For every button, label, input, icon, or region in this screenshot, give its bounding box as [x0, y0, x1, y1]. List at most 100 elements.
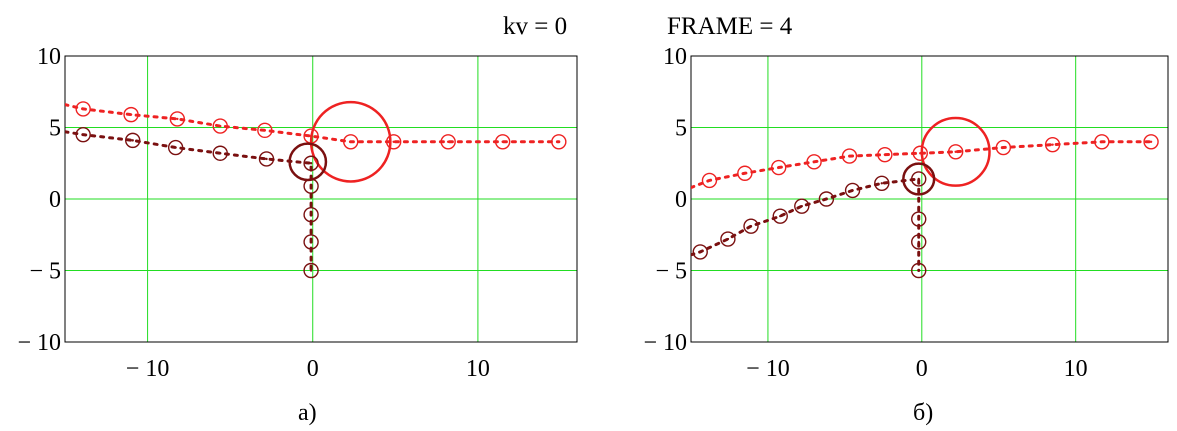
data-point-dot	[954, 150, 957, 154]
highlight-circle-light	[920, 116, 991, 187]
data-point-dot	[309, 184, 313, 188]
x-tick-label: 10	[1064, 356, 1088, 382]
data-point-dark	[911, 211, 927, 227]
highlight-circle-dark	[288, 142, 328, 182]
data-point-dot	[883, 153, 887, 156]
data-point-light	[385, 134, 402, 150]
data-point-light	[1044, 136, 1061, 153]
plot-frame	[64, 55, 578, 343]
data-point-dark	[692, 244, 708, 260]
data-point-dot	[129, 113, 133, 116]
data-point-dot	[917, 269, 920, 272]
plot-frame	[690, 55, 1169, 343]
x-tick-label: − 10	[126, 356, 170, 382]
data-point-dot	[309, 213, 313, 216]
data-point-dot	[501, 140, 504, 143]
data-point-dot	[800, 204, 803, 208]
series-line-dark	[65, 130, 313, 272]
caption-b: б)	[913, 400, 933, 426]
data-point-dark	[212, 145, 228, 161]
data-point-light	[1094, 134, 1110, 150]
data-point-dot	[131, 139, 134, 142]
data-point-light	[440, 134, 456, 150]
data-point-dark	[794, 198, 810, 214]
data-point-dot	[265, 157, 268, 161]
data-point-dark	[720, 231, 736, 247]
data-point-dot	[812, 160, 816, 164]
data-point-light	[257, 122, 273, 139]
data-point-dot	[777, 166, 780, 169]
kv-label: kv = 0	[503, 13, 567, 40]
data-point-dot	[557, 140, 561, 143]
chart-panel-a: − 10 − 5 0 5 10 − 10 0 10	[17, 44, 578, 382]
data-point-light	[771, 159, 787, 176]
data-point-dot	[81, 107, 85, 111]
data-point-dot	[917, 217, 920, 221]
data-point-dark	[125, 132, 141, 149]
data-point-light	[995, 139, 1012, 156]
data-point-dot	[851, 189, 854, 192]
data-point-light	[551, 134, 567, 150]
data-point-dot	[1002, 146, 1005, 149]
data-point-light	[75, 101, 91, 117]
data-point-dark	[303, 234, 319, 250]
data-point-light	[877, 146, 893, 163]
data-point-dark	[818, 191, 835, 207]
x-tick-label: 10	[466, 356, 490, 382]
data-point-dot	[349, 140, 352, 143]
y-tick-label: 5	[49, 116, 61, 142]
highlight-circle-light	[309, 100, 392, 183]
y-tick-label: − 10	[643, 330, 687, 356]
data-point-dark	[911, 262, 927, 279]
series-group	[691, 116, 1159, 279]
data-point-dark	[303, 262, 319, 279]
data-point-light	[343, 134, 359, 150]
data-point-dot	[699, 250, 702, 254]
data-point-dark	[258, 151, 275, 167]
data-point-dot	[174, 146, 177, 149]
data-point-light	[701, 172, 718, 189]
chart-panel-b: − 10 − 5 0 5 10 − 10 0 10	[643, 44, 1169, 382]
data-point-dot	[309, 162, 313, 165]
y-tick-label: 0	[675, 187, 687, 213]
data-point-light	[806, 154, 822, 170]
y-tick-label: − 5	[29, 259, 61, 285]
y-tick-label: − 10	[17, 330, 61, 356]
data-point-light	[169, 111, 186, 127]
x-tick-label: − 10	[746, 356, 790, 382]
data-point-dot	[1051, 143, 1054, 146]
data-point-light	[123, 106, 139, 123]
data-point-dot	[880, 182, 883, 185]
data-point-dot	[779, 214, 782, 218]
data-point-dot	[726, 237, 730, 241]
data-point-light	[212, 118, 228, 134]
data-point-dot	[917, 177, 920, 181]
data-point-light	[1143, 134, 1159, 150]
data-point-dot	[309, 269, 313, 272]
data-point-dot	[708, 179, 711, 182]
series-group	[65, 100, 567, 279]
y-tick-label: − 5	[655, 259, 687, 285]
data-point-dot	[392, 140, 395, 143]
data-point-dot	[446, 140, 450, 143]
data-point-dot	[1100, 140, 1104, 143]
y-tick-label: 5	[675, 116, 687, 142]
data-point-dark	[75, 126, 91, 143]
data-point-dot	[219, 124, 222, 128]
data-point-light	[912, 145, 928, 161]
series-line-dark	[691, 177, 921, 272]
x-tick-label: 0	[307, 356, 319, 382]
data-point-dot	[749, 224, 753, 228]
data-point-dark	[772, 208, 788, 224]
data-point-dark	[911, 234, 927, 250]
data-point-light	[737, 165, 753, 181]
data-point-dark	[743, 218, 759, 234]
data-point-light	[841, 148, 858, 164]
data-point-dot	[1149, 140, 1153, 143]
data-point-dark	[303, 155, 319, 171]
data-point-dot	[176, 117, 179, 121]
data-point-light	[494, 134, 511, 150]
data-point-dot	[309, 240, 313, 244]
y-tick-label: 10	[37, 44, 61, 70]
